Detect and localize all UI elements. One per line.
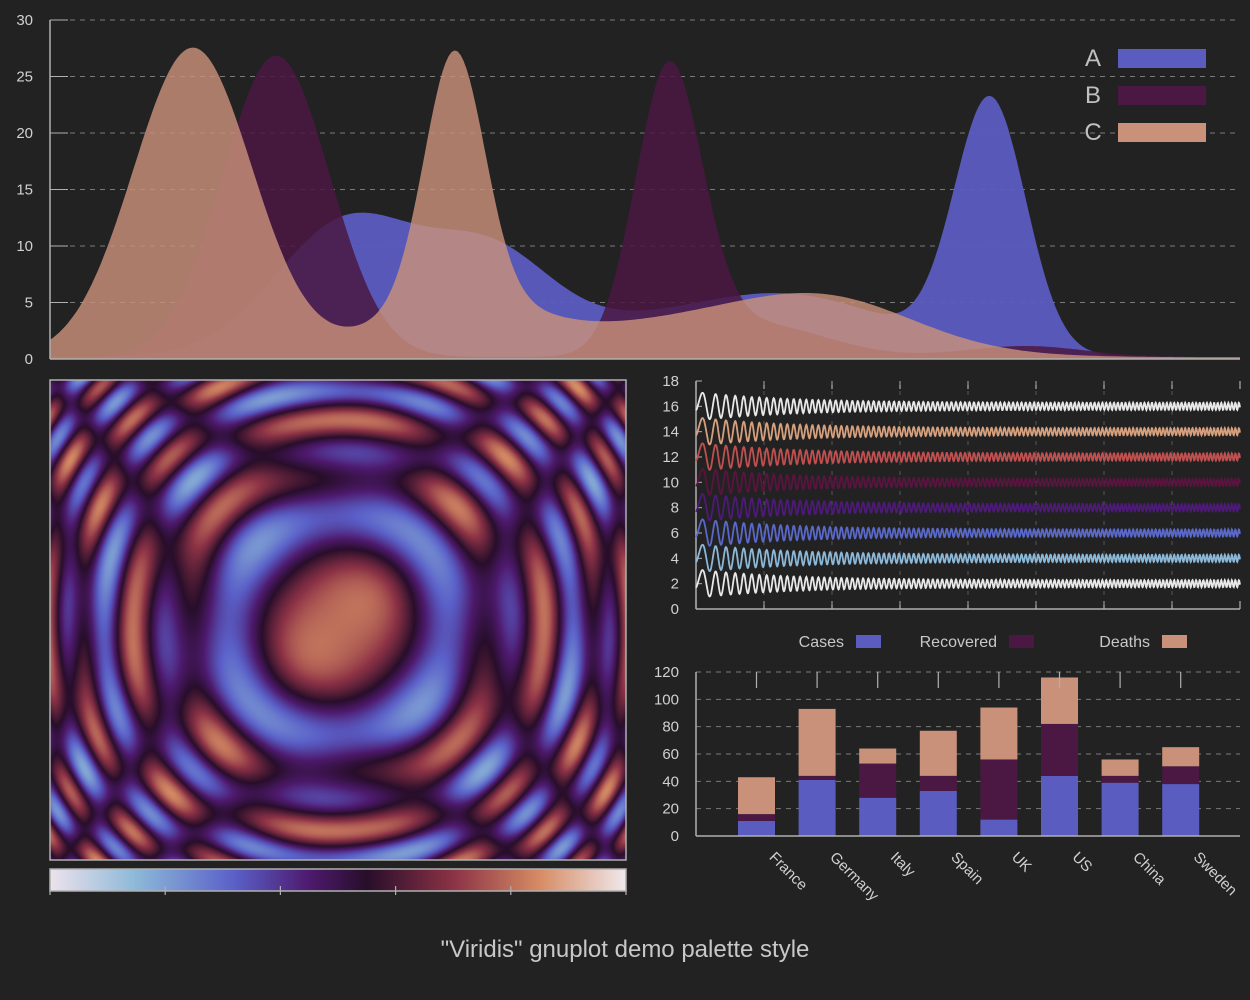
bar-cases-uk bbox=[980, 819, 1018, 836]
legend-label-A: A bbox=[1085, 45, 1101, 72]
bar-deaths-uk bbox=[980, 707, 1018, 760]
lines-ytick-label: 2 bbox=[671, 576, 679, 593]
legend-swatch-A bbox=[1118, 49, 1206, 68]
figure-caption: "Viridis" gnuplot demo palette style bbox=[441, 936, 810, 963]
top-ticks: 0 5 10 15 20 25 30 bbox=[16, 12, 33, 368]
legend-label-B: B bbox=[1085, 82, 1101, 109]
line-series-14 bbox=[695, 417, 1241, 446]
lines-ytick-label: 18 bbox=[662, 373, 679, 390]
colorbar-border bbox=[49, 868, 627, 892]
legend-deaths-label: Deaths bbox=[1099, 634, 1150, 651]
bar-recovered-uk bbox=[980, 759, 1018, 820]
legend-recovered-label: Recovered bbox=[920, 634, 997, 651]
line-series-16 bbox=[695, 391, 1241, 421]
bar-ytick-label: 80 bbox=[662, 719, 679, 736]
colorbar-ticks bbox=[49, 886, 627, 895]
lines-ytick-label: 14 bbox=[662, 424, 679, 441]
legend-swatch-B bbox=[1118, 86, 1206, 105]
bar-axes bbox=[695, 672, 1240, 837]
bar-ytick-label: 20 bbox=[662, 801, 679, 818]
bar-recovered-sweden bbox=[1162, 766, 1200, 785]
bar-ytick-label: 0 bbox=[671, 828, 679, 845]
top-ytick-label: 20 bbox=[16, 125, 33, 142]
bar-ytick-label: 60 bbox=[662, 746, 679, 763]
heatmap-panel bbox=[49, 379, 627, 895]
line-series-2 bbox=[695, 569, 1241, 598]
top-ytick-label: 5 bbox=[25, 295, 33, 312]
bar-recovered-france bbox=[738, 814, 775, 821]
bar-recovered-spain bbox=[919, 775, 957, 791]
line-series-4 bbox=[695, 543, 1241, 573]
lines-series bbox=[695, 391, 1241, 598]
top-ytick-label: 10 bbox=[16, 238, 33, 255]
line-series-12 bbox=[695, 442, 1241, 471]
bar-recovered-china bbox=[1101, 775, 1139, 783]
bar-deaths-france bbox=[738, 777, 775, 815]
lines-ytick-label: 4 bbox=[671, 550, 679, 567]
line-series-6 bbox=[695, 518, 1241, 547]
bar-cases-spain bbox=[919, 790, 957, 836]
bar-grid: 0 20 40 60 80 100 120 bbox=[654, 664, 1240, 845]
top-axes bbox=[49, 20, 1240, 360]
lines-ytick-label: 8 bbox=[671, 500, 679, 517]
top-area-chart: 0 5 10 15 20 25 30 ABC bbox=[16, 12, 1240, 368]
legend-recovered-swatch bbox=[1009, 635, 1034, 648]
colorbar bbox=[50, 869, 626, 891]
legend-deaths-swatch bbox=[1162, 635, 1187, 648]
line-series-10 bbox=[695, 467, 1241, 497]
bar-ytick-label: 40 bbox=[662, 773, 679, 790]
top-legend: ABC bbox=[1084, 45, 1206, 146]
bar-deaths-germany bbox=[798, 708, 836, 776]
bar-cases-us bbox=[1041, 775, 1078, 836]
top-areas bbox=[50, 47, 1240, 360]
lines-ytick-label: 10 bbox=[662, 474, 679, 491]
area-series-B bbox=[50, 55, 1240, 359]
legend-label-C: C bbox=[1084, 119, 1101, 146]
top-ytick-label: 25 bbox=[16, 69, 33, 86]
bar-legend: Cases Recovered Deaths bbox=[799, 634, 1187, 651]
bar-cases-france bbox=[738, 820, 775, 836]
bar-deaths-china bbox=[1101, 759, 1139, 776]
legend-cases-label: Cases bbox=[799, 634, 844, 651]
bar-cases-sweden bbox=[1162, 784, 1200, 836]
heatmap-image bbox=[50, 380, 626, 860]
lines-axes: 0 2 4 6 8 10 12 14 16 18 bbox=[662, 373, 1241, 618]
lines-ytick-label: 6 bbox=[671, 525, 679, 542]
bar-recovered-us bbox=[1041, 723, 1078, 776]
top-ytick-label: 0 bbox=[25, 351, 33, 368]
bar-deaths-italy bbox=[859, 748, 897, 764]
bar-deaths-spain bbox=[919, 730, 957, 776]
bar-ytick-label: 100 bbox=[654, 691, 679, 708]
bar-cases-china bbox=[1101, 782, 1139, 836]
lines-chart: 0 2 4 6 8 10 12 14 16 18 bbox=[662, 373, 1241, 618]
area-series-C bbox=[50, 47, 1240, 359]
bar-cases-germany bbox=[798, 779, 836, 836]
bar-cases-italy bbox=[859, 797, 897, 836]
bar-deaths-sweden bbox=[1162, 747, 1200, 767]
top-ytick-label: 15 bbox=[16, 182, 33, 199]
bar-recovered-italy bbox=[859, 763, 897, 798]
heatmap-border bbox=[49, 379, 627, 861]
legend-cases-swatch bbox=[856, 635, 881, 648]
lines-ytick-label: 12 bbox=[662, 449, 679, 466]
top-ytick-label: 30 bbox=[16, 12, 33, 29]
bar-recovered-germany bbox=[798, 775, 836, 780]
lines-ytick-label: 16 bbox=[662, 398, 679, 415]
lines-ytick-label: 0 bbox=[671, 601, 679, 618]
bar-ytick-label: 120 bbox=[654, 664, 679, 681]
line-series-8 bbox=[695, 493, 1241, 522]
legend-swatch-C bbox=[1118, 123, 1206, 142]
